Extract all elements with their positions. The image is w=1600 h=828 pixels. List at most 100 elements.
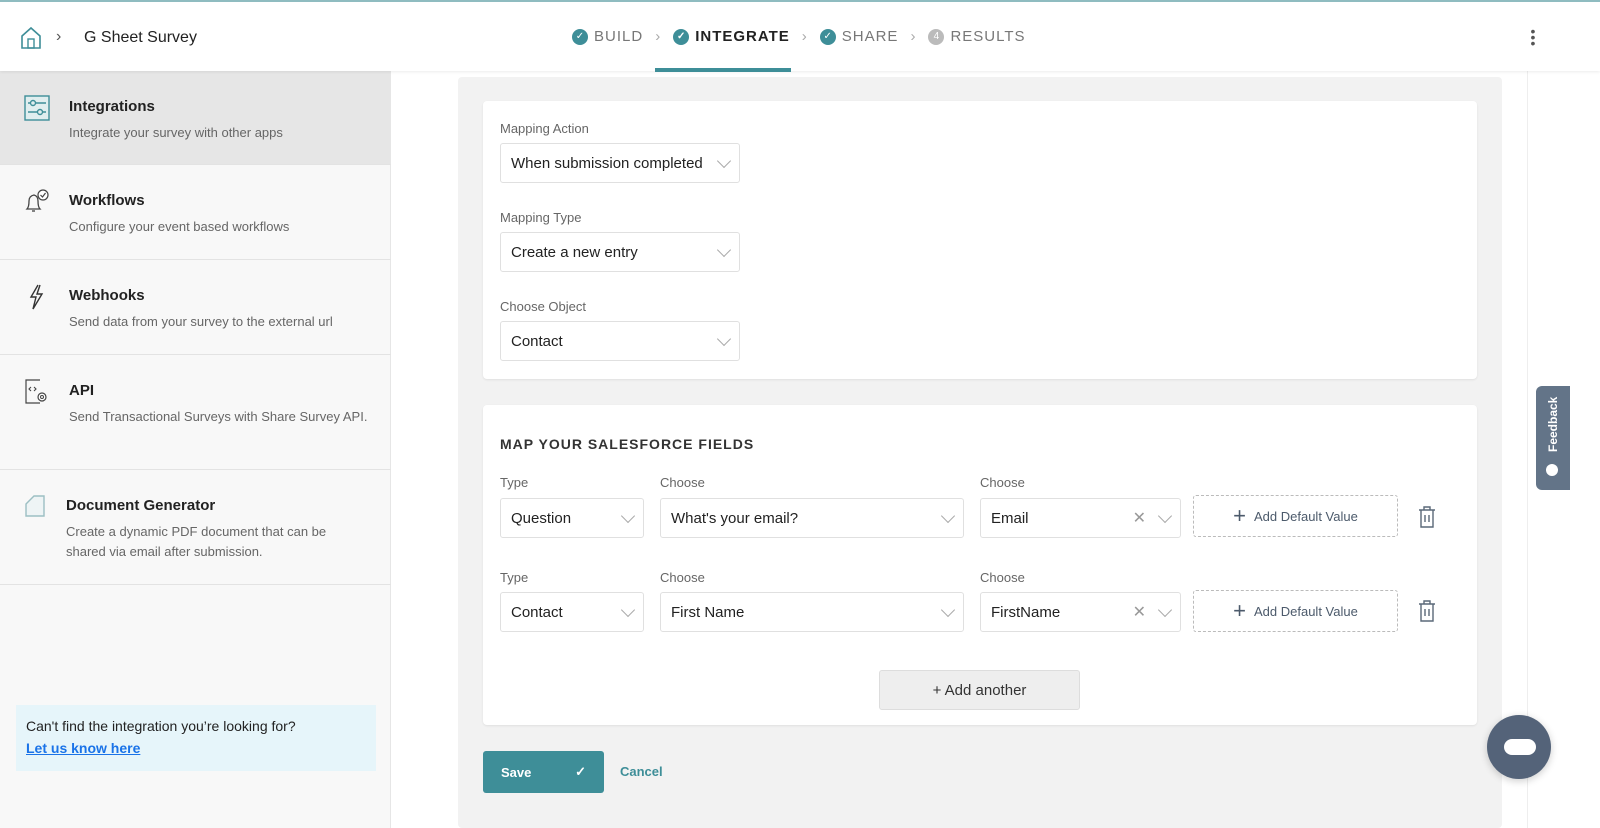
type-select[interactable]: Contact <box>500 592 644 632</box>
step-integrate[interactable]: ✓ INTEGRATE <box>673 28 790 45</box>
select-value: FirstName <box>991 603 1061 621</box>
trash-icon[interactable] <box>1417 505 1437 529</box>
cancel-button[interactable]: Cancel <box>620 764 663 779</box>
step-results[interactable]: 4 RESULTS <box>928 28 1025 45</box>
item-title: Webhooks <box>69 287 145 304</box>
step-number: 4 <box>928 28 945 45</box>
mapping-action-select[interactable]: When submission completed <box>500 143 740 183</box>
add-default-value-button[interactable]: + Add Default Value <box>1193 590 1398 632</box>
button-label: Add Default Value <box>1254 603 1358 619</box>
button-label: Add Default Value <box>1254 508 1358 524</box>
select-value: Contact <box>511 603 563 621</box>
salesforce-field-select[interactable]: Email ✕ <box>980 498 1181 538</box>
home-icon[interactable] <box>20 26 42 50</box>
callout-text: Can't find the integration you’re lookin… <box>26 718 296 734</box>
save-button[interactable]: Save ✓ <box>483 751 604 793</box>
step-label: INTEGRATE <box>695 28 790 45</box>
type-label: Type <box>500 570 529 585</box>
chevron-down-icon <box>940 508 956 524</box>
item-desc: Integrate your survey with other apps <box>69 125 283 140</box>
sidebar-item-integrations[interactable]: Integrations Integrate your survey with … <box>0 71 391 165</box>
choose-label: Choose <box>980 570 1025 585</box>
item-title: Document Generator <box>66 497 216 514</box>
feedback-label: Feedback <box>1546 396 1560 452</box>
choose-label: Choose <box>660 570 705 585</box>
survey-title: G Sheet Survey <box>84 29 197 46</box>
sidebar-item-api[interactable]: API Send Transactional Surveys with Shar… <box>0 355 391 470</box>
code-gear-icon <box>25 379 47 404</box>
select-value: What's your email? <box>671 509 799 527</box>
choose-label: Choose <box>660 475 705 490</box>
salesforce-field-select[interactable]: FirstName ✕ <box>980 592 1181 632</box>
check-icon: ✓ <box>673 28 690 45</box>
mapping-action-label: Mapping Action <box>500 121 589 136</box>
field-mapping-card: MAP YOUR SALESFORCE FIELDS Type Choose C… <box>483 405 1477 725</box>
chevron-right-icon: › <box>910 28 917 45</box>
source-field-select[interactable]: First Name <box>660 592 964 632</box>
source-field-select[interactable]: What's your email? <box>660 498 964 538</box>
add-another-button[interactable]: + Add another <box>879 670 1080 710</box>
mapping-card: Mapping Action When submission completed… <box>483 101 1477 379</box>
mapping-type-label: Mapping Type <box>500 210 582 225</box>
mapping-type-select[interactable]: Create a new entry <box>500 232 740 272</box>
chevron-down-icon <box>716 242 732 258</box>
chevron-right-icon: › <box>801 28 808 45</box>
step-label: SHARE <box>841 28 899 45</box>
top-header: › G Sheet Survey ✓ BUILD › ✓ INTEGRATE › ✓… <box>0 0 1600 72</box>
smiley-icon <box>1546 464 1558 476</box>
active-step-indicator <box>655 68 791 72</box>
sidebar-item-document-generator[interactable]: Document Generator Create a dynamic PDF … <box>0 470 391 585</box>
sidebar-item-workflows[interactable]: Workflows Configure your event based wor… <box>0 165 391 260</box>
step-share[interactable]: ✓ SHARE <box>819 28 899 45</box>
document-icon <box>25 495 45 517</box>
integration-request-callout: Can't find the integration you’re lookin… <box>16 705 376 771</box>
chat-launcher-button[interactable] <box>1487 715 1551 779</box>
sidebar-item-webhooks[interactable]: Webhooks Send data from your survey to t… <box>0 260 391 355</box>
step-label: RESULTS <box>950 28 1026 45</box>
chat-bubble-icon <box>1504 739 1536 755</box>
let-us-know-link[interactable]: Let us know here <box>26 740 141 756</box>
chevron-right-icon: › <box>655 28 662 45</box>
check-icon: ✓ <box>819 28 836 45</box>
type-select[interactable]: Question <box>500 498 644 538</box>
chevron-down-icon <box>620 508 636 524</box>
step-nav: ✓ BUILD › ✓ INTEGRATE › ✓ SHARE › 4 RESULTS <box>572 28 1026 45</box>
chevron-down-icon <box>716 153 732 169</box>
more-menu-icon[interactable]: • • • <box>1530 23 1536 51</box>
plus-icon: + <box>1233 503 1246 528</box>
chevron-down-icon <box>940 602 956 618</box>
chevron-down-icon <box>1157 602 1173 618</box>
select-value: Create a new entry <box>511 243 638 261</box>
item-desc: Create a dynamic PDF document that can b… <box>66 524 327 559</box>
clear-icon[interactable]: ✕ <box>1132 510 1146 527</box>
feedback-tab[interactable]: Feedback <box>1536 386 1570 490</box>
save-label: Save <box>501 764 532 780</box>
breadcrumb-chevron-icon: › <box>56 28 62 45</box>
choose-object-label: Choose Object <box>500 299 586 314</box>
item-title: Integrations <box>69 98 155 115</box>
select-value: Question <box>511 509 572 527</box>
chevron-down-icon <box>1157 508 1173 524</box>
item-title: Workflows <box>69 192 145 209</box>
choose-object-select[interactable]: Contact <box>500 321 740 361</box>
item-title: API <box>69 382 95 399</box>
select-value: Contact <box>511 332 563 350</box>
step-build[interactable]: ✓ BUILD <box>572 28 643 45</box>
step-label: BUILD <box>594 28 644 45</box>
lightning-icon <box>29 284 44 310</box>
sidebar: Integrations Integrate your survey with … <box>0 71 391 828</box>
type-label: Type <box>500 475 529 490</box>
add-default-value-button[interactable]: + Add Default Value <box>1193 495 1398 537</box>
item-desc: Configure your event based workflows <box>69 219 290 234</box>
sliders-icon <box>24 95 50 121</box>
select-value: Email <box>991 509 1029 527</box>
plus-icon: + <box>1233 598 1246 623</box>
check-icon: ✓ <box>572 28 588 45</box>
clear-icon[interactable]: ✕ <box>1132 604 1146 621</box>
chevron-down-icon <box>716 331 732 347</box>
bell-check-icon <box>25 189 49 212</box>
check-icon: ✓ <box>575 764 586 779</box>
trash-icon[interactable] <box>1417 599 1437 623</box>
item-desc: Send data from your survey to the extern… <box>69 314 333 329</box>
choose-label: Choose <box>980 475 1025 490</box>
